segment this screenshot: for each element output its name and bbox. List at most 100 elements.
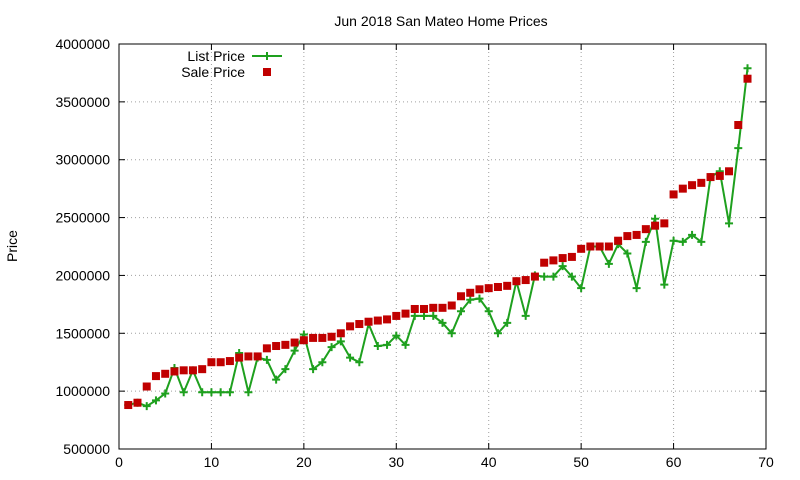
sale-price-point — [244, 352, 253, 361]
x-tick-label: 70 — [758, 454, 774, 470]
sale-price-point — [577, 244, 586, 253]
list-price-point — [743, 64, 752, 73]
sale-price-point — [725, 167, 734, 176]
sale-price-point — [198, 365, 207, 374]
list-price-point — [697, 237, 706, 246]
sale-price-point — [336, 329, 345, 338]
x-tick-label: 10 — [204, 454, 220, 470]
sale-price-point — [466, 288, 475, 297]
sale-price-point — [743, 74, 752, 83]
sale-price-point — [364, 317, 373, 326]
list-price-point — [734, 144, 743, 153]
list-price-point — [604, 259, 613, 268]
sale-price-point — [151, 372, 160, 381]
x-tick-label: 30 — [388, 454, 404, 470]
sale-price-point — [373, 316, 382, 325]
sale-price-point — [235, 353, 244, 362]
list-price-point — [142, 402, 151, 411]
axis-ticks: 0 10 20 30 40 50 60 70 500000 1000000 1500000 20000… — [55, 36, 774, 470]
sale-price-point — [706, 173, 715, 182]
y-tick-label: 2000000 — [55, 267, 110, 283]
list-price-point — [447, 329, 456, 338]
list-price-point — [503, 318, 512, 327]
sale-price-point — [133, 398, 142, 407]
list-price-point — [632, 284, 641, 293]
list-price-point — [651, 214, 660, 223]
list-price-point — [493, 329, 502, 338]
sale-price-series — [124, 74, 752, 410]
x-tick-label: 50 — [573, 454, 589, 470]
sale-price-point — [688, 181, 697, 190]
list-price-point — [623, 249, 632, 258]
sale-price-point — [456, 292, 465, 301]
sale-price-point — [401, 309, 410, 318]
sale-price-point — [253, 352, 262, 361]
y-tick-label: 1500000 — [55, 325, 110, 341]
list-price-point — [401, 340, 410, 349]
sale-price-point — [410, 304, 419, 313]
y-tick-label: 1000000 — [55, 383, 110, 399]
sale-price-point — [660, 219, 669, 228]
sale-price-point — [512, 277, 521, 286]
sale-price-point — [262, 344, 271, 353]
list-price-point — [207, 388, 216, 397]
sale-price-point — [530, 272, 539, 281]
chart-title: Jun 2018 San Mateo Home Prices — [334, 13, 547, 29]
list-price-point — [290, 346, 299, 355]
plot-frame — [118, 43, 767, 450]
list-price-point — [244, 388, 253, 397]
sale-price-point — [318, 333, 327, 342]
sale-price-point — [632, 230, 641, 239]
list-price-point — [281, 365, 290, 374]
list-price-point — [318, 358, 327, 367]
list-price-point — [383, 340, 392, 349]
sale-price-point — [567, 252, 576, 261]
list-price-point — [346, 353, 355, 362]
sale-price-point — [124, 401, 133, 410]
list-price-point — [373, 342, 382, 351]
list-price-point — [558, 262, 567, 271]
y-axis-label: Price — [4, 230, 20, 262]
sale-price-point — [447, 301, 456, 310]
sale-price-point — [179, 366, 188, 375]
list-price-legend-label: List Price — [187, 48, 245, 64]
sale-price-point — [161, 369, 170, 378]
list-price-point — [725, 219, 734, 228]
sale-price-point — [484, 284, 493, 293]
y-tick-label: 2500000 — [55, 210, 110, 226]
list-price-point — [392, 331, 401, 340]
sale-price-point — [475, 285, 484, 294]
list-price-point — [336, 337, 345, 346]
sale-price-point — [207, 358, 216, 367]
list-price-point — [355, 358, 364, 367]
list-price-point — [309, 365, 318, 374]
sale-price-point — [715, 171, 724, 180]
x-tick-label: 0 — [115, 454, 123, 470]
list-price-point — [641, 237, 650, 246]
sale-price-legend-label: Sale Price — [181, 64, 245, 80]
list-price-point — [179, 388, 188, 397]
sale-price-point — [503, 281, 512, 290]
sale-price-point — [170, 367, 179, 376]
sale-price-point — [540, 258, 549, 267]
sale-price-point — [420, 304, 429, 313]
list-price-point — [521, 311, 530, 320]
list-price-line — [127, 68, 749, 408]
list-price-point — [577, 284, 586, 293]
x-tick-label: 40 — [481, 454, 497, 470]
sale-price-point — [595, 242, 604, 251]
sale-price-point — [392, 311, 401, 320]
sale-price-point — [216, 358, 225, 367]
list-price-point — [216, 388, 225, 397]
list-price-point — [198, 388, 207, 397]
sale-price-point — [290, 338, 299, 347]
list-price-point — [484, 307, 493, 316]
sale-price-point — [225, 357, 234, 366]
sale-price-point — [734, 121, 743, 129]
sale-price-point — [697, 178, 706, 187]
y-tick-label: 3000000 — [55, 152, 110, 168]
list-price-point — [567, 272, 576, 281]
list-price-series — [124, 64, 752, 411]
list-price-point — [678, 237, 687, 246]
